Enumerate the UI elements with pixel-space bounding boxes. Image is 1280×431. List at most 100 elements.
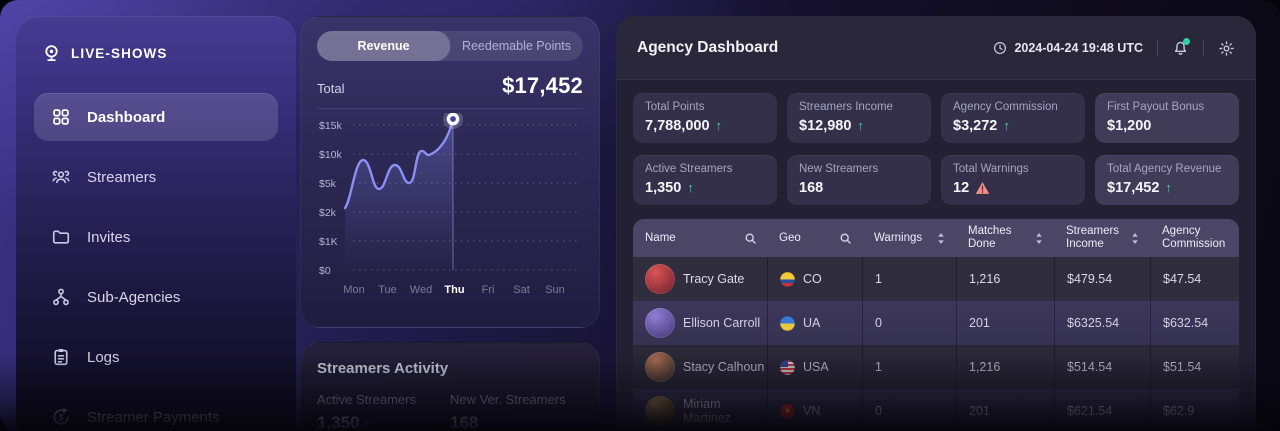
sidebar-item-label: Invites bbox=[87, 228, 131, 246]
stat-card: Active Streamers 1,350 ↑ bbox=[633, 155, 777, 205]
sort-icon[interactable] bbox=[1130, 232, 1140, 245]
sort-icon[interactable] bbox=[936, 232, 946, 245]
stat-card: Total Points 7,788,000 ↑ bbox=[633, 93, 777, 143]
sidebar-item-dashboard[interactable]: Dashboard bbox=[34, 93, 278, 141]
sidebar-item-label: Sub-Agencies bbox=[87, 288, 181, 306]
total-row: Total $17,452 bbox=[317, 73, 583, 109]
sidebar-item-label: Streamers bbox=[87, 168, 157, 186]
clipboard-icon bbox=[50, 346, 72, 368]
svg-text:$: $ bbox=[59, 413, 64, 422]
revenue-panel: Revenue Reedemable Points Total $17,452 … bbox=[300, 16, 600, 328]
svg-text:$2k: $2k bbox=[319, 207, 337, 219]
stat-card-label: Total Warnings bbox=[953, 163, 1029, 175]
sidebar-item-streamer-payments[interactable]: $ Streamer Payments bbox=[34, 393, 278, 431]
total-value: $17,452 bbox=[502, 73, 583, 98]
brand: LIVE-SHOWS bbox=[16, 16, 296, 63]
stat-card-value: $1,200 bbox=[1107, 118, 1152, 134]
tab-revenue[interactable]: Revenue bbox=[317, 31, 450, 61]
activity-title: Streamers Activity bbox=[317, 360, 449, 377]
column-label: Warnings bbox=[874, 231, 923, 244]
grid-icon bbox=[50, 106, 72, 128]
income-cell: $479.54 bbox=[1054, 257, 1150, 301]
sidebar: LIVE-SHOWS Dashboard Streamers Invites S… bbox=[16, 16, 296, 431]
table-row[interactable]: Stacy Calhoun USA 1 1,216 $514.54 $51.54 bbox=[633, 345, 1239, 389]
sort-icon[interactable] bbox=[1034, 232, 1044, 245]
clock-icon bbox=[993, 41, 1007, 55]
revenue-chart: $15k $10k $5k $2k $1K $0 Mon Tue Wed Thu Fri Sat Sun bbox=[319, 109, 581, 296]
table-body: Tracy Gate CO 1 1,216 $479.54 $47.54 bbox=[633, 257, 1239, 431]
stat-card-value: $3,272 ↑ bbox=[953, 118, 1010, 134]
column-label: Geo bbox=[779, 231, 801, 244]
column-label: Name bbox=[645, 231, 676, 244]
matches-cell: 1,216 bbox=[956, 257, 1054, 301]
streamer-name: Stacy Calhoun bbox=[683, 360, 765, 374]
search-icon[interactable] bbox=[744, 232, 757, 245]
timestamp-text: 2024-04-24 19:48 UTC bbox=[1014, 41, 1143, 55]
flag-icon bbox=[780, 359, 795, 375]
stat-card-label: Active Streamers bbox=[645, 163, 733, 175]
users-icon bbox=[50, 166, 72, 188]
streamer-name: Miriam Martinez bbox=[683, 397, 731, 425]
sidebar-nav: Dashboard Streamers Invites Sub-Agencies… bbox=[16, 93, 296, 431]
income-cell: $514.54 bbox=[1054, 345, 1150, 389]
matches-cell: 201 bbox=[956, 389, 1054, 431]
up-trend-icon: ↑ bbox=[364, 416, 371, 431]
geo-code: USA bbox=[803, 360, 829, 374]
warnings-cell: 1 bbox=[862, 257, 956, 301]
commission-cell: $62.9 bbox=[1150, 389, 1239, 431]
streamer-name: Tracy Gate bbox=[683, 272, 745, 286]
svg-text:Wed: Wed bbox=[410, 284, 432, 296]
name-cell: Stacy Calhoun bbox=[633, 345, 767, 389]
notification-dot bbox=[1183, 37, 1190, 45]
settings-button[interactable] bbox=[1218, 40, 1235, 57]
income-cell: $6325.54 bbox=[1054, 301, 1150, 345]
column-label: Matches Done bbox=[968, 225, 1012, 250]
sidebar-item-invites[interactable]: Invites bbox=[34, 213, 278, 261]
svg-text:Sun: Sun bbox=[545, 284, 565, 296]
dashboard-header: Agency Dashboard 2024-04-24 19:48 UTC bbox=[617, 17, 1255, 80]
avatar bbox=[645, 264, 675, 294]
up-trend-icon: ↑ bbox=[715, 118, 723, 133]
table-row[interactable]: Ellison Carroll UA 0 201 $6325.54 $632.5… bbox=[633, 301, 1239, 345]
revenue-tabs: Revenue Reedemable Points bbox=[317, 31, 583, 61]
commission-cell: $632.54 bbox=[1150, 301, 1239, 345]
brand-name: LIVE-SHOWS bbox=[71, 46, 168, 61]
geo-cell: CO bbox=[767, 257, 862, 301]
header-meta: 2024-04-24 19:48 UTC bbox=[993, 37, 1235, 57]
svg-text:$0: $0 bbox=[319, 265, 331, 277]
search-icon[interactable] bbox=[839, 232, 852, 245]
up-trend-icon: ↑ bbox=[1003, 118, 1010, 133]
svg-text:Mon: Mon bbox=[343, 284, 364, 296]
stat-card-value: 168 bbox=[799, 180, 824, 196]
table-header-cell: Geo bbox=[767, 228, 862, 249]
folder-icon bbox=[50, 226, 72, 248]
table-row[interactable]: Miriam Martinez VN 0 201 $621.54 $62.9 bbox=[633, 389, 1239, 431]
gear-icon bbox=[1219, 40, 1234, 56]
table-header-cell: Agency Commission bbox=[1150, 221, 1239, 255]
stat-cards: Total Points 7,788,000 ↑ Streamers Income… bbox=[617, 80, 1255, 205]
notifications-button[interactable] bbox=[1172, 37, 1190, 57]
agency-dashboard-panel: Agency Dashboard 2024-04-24 19:48 UTC bbox=[616, 16, 1256, 431]
sidebar-item-label: Streamer Payments bbox=[87, 408, 220, 426]
activity-stat: New Ver. Streamers 168 bbox=[450, 392, 583, 431]
geo-code: UA bbox=[803, 316, 821, 330]
svg-text:Thu: Thu bbox=[444, 284, 464, 296]
table-header: Name Geo Warnings Matches Done Streamers… bbox=[633, 219, 1239, 257]
divider bbox=[1203, 40, 1204, 56]
name-cell: Tracy Gate bbox=[633, 257, 767, 301]
table-header-cell: Streamers Income bbox=[1054, 221, 1150, 255]
table-row[interactable]: Tracy Gate CO 1 1,216 $479.54 $47.54 bbox=[633, 257, 1239, 301]
sidebar-item-label: Logs bbox=[87, 348, 120, 366]
tab-redeemable-points[interactable]: Reedemable Points bbox=[461, 39, 572, 53]
sidebar-item-streamers[interactable]: Streamers bbox=[34, 153, 278, 201]
stat-card-label: First Payout Bonus bbox=[1107, 101, 1205, 113]
sidebar-item-logs[interactable]: Logs bbox=[34, 333, 278, 381]
sidebar-item-sub-agencies[interactable]: Sub-Agencies bbox=[34, 273, 278, 321]
table-header-cell: Name bbox=[633, 228, 767, 249]
streamers-table: Name Geo Warnings Matches Done Streamers… bbox=[633, 219, 1239, 431]
timestamp: 2024-04-24 19:48 UTC bbox=[993, 41, 1143, 55]
streamer-name: Ellison Carroll bbox=[683, 316, 761, 330]
geo-cell: USA bbox=[767, 345, 862, 389]
geo-cell: VN bbox=[767, 389, 862, 431]
column-label: Streamers Income bbox=[1066, 225, 1120, 250]
